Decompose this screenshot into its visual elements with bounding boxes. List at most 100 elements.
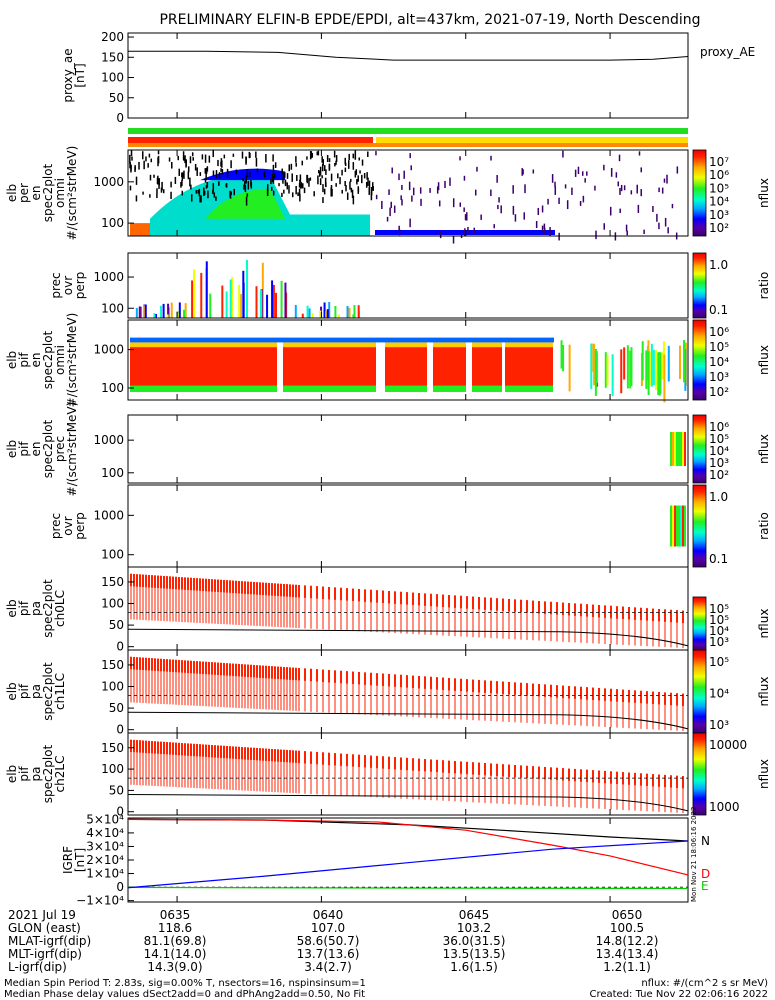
loss-cone-line <box>127 711 689 730</box>
spectrogram-cell <box>532 342 535 348</box>
spectrogram-cell <box>389 207 391 217</box>
spectrogram-cell <box>262 342 265 348</box>
spectrogram-cell <box>397 342 400 348</box>
spectrogram-cell <box>184 385 187 392</box>
spectrogram-cell <box>229 580 231 625</box>
spectrogram-cell <box>493 385 496 392</box>
spectrogram-cell <box>136 385 139 392</box>
spectrogram-cell <box>460 346 463 387</box>
spectrogram-cell <box>298 342 301 348</box>
colorbar-label: ratio <box>757 512 771 540</box>
spectrogram-cell <box>214 346 217 387</box>
spectrogram-cell <box>241 581 243 626</box>
spectrogram-cell <box>151 575 153 621</box>
spectrogram-cell <box>265 342 268 348</box>
spectrogram-cell <box>265 154 267 163</box>
spectrogram-cell <box>564 184 567 189</box>
spectrogram-cell <box>247 747 249 791</box>
spectrogram-cell <box>199 342 202 348</box>
colorbar-tick-label: 10⁵ <box>709 181 729 195</box>
spectrogram-cell <box>229 663 231 708</box>
spectrogram-cell <box>604 605 606 644</box>
spectrogram-cell <box>268 385 271 392</box>
spectrogram-cell <box>400 195 402 201</box>
spectrogram-cell <box>262 346 265 387</box>
spectrogram-cell <box>172 742 174 787</box>
spectrogram-cell <box>311 153 314 158</box>
spectrogram-cell <box>271 174 274 183</box>
spectrogram-cell <box>487 385 490 392</box>
spectrogram-cell <box>157 157 159 167</box>
spectrogram-cell <box>493 346 496 387</box>
y-axis-label: #/(scm²strMeV) <box>65 313 79 408</box>
spectrogram-cell <box>322 586 324 630</box>
spectrogram-cell <box>163 346 166 387</box>
spectrogram-cell <box>680 432 682 466</box>
spectrogram-cell <box>335 160 337 165</box>
y-axis-label: spec2plot <box>41 662 55 721</box>
spectrogram-cell <box>184 303 187 318</box>
spectrogram-cell <box>574 603 576 643</box>
spectrogram-cell <box>541 342 544 348</box>
spectrogram-cell <box>358 342 361 348</box>
panel-frame <box>127 32 689 119</box>
colorbar-tick-label: 0.1 <box>709 303 728 317</box>
spectrogram-cell <box>295 342 298 348</box>
spectrogram-cell <box>481 346 484 387</box>
spectrogram-cell <box>262 582 264 627</box>
spectrogram-cell <box>400 346 403 387</box>
spectrogram-cell <box>508 346 511 387</box>
spectrogram-cell <box>550 385 553 392</box>
spectrogram-cell <box>412 385 415 392</box>
spectrogram-cell <box>478 679 480 721</box>
spectrogram-cell <box>364 346 367 387</box>
spectrogram-cell <box>265 748 267 792</box>
spectrogram-cell <box>147 163 149 168</box>
spectrogram-cell <box>364 672 366 715</box>
spectrogram-cell <box>157 342 160 348</box>
spectrogram-cell <box>657 352 660 395</box>
spectrogram-cell <box>451 342 454 348</box>
spectrogram-cell <box>256 168 259 173</box>
spectrogram-cell <box>250 342 253 348</box>
spectrogram-cell <box>626 230 628 236</box>
spectrogram-cell <box>664 774 666 813</box>
spectrogram-cell <box>142 740 144 786</box>
y-axis-label: spec2plot <box>41 330 55 389</box>
spectrogram-cell <box>316 586 318 630</box>
spectrogram-cell <box>268 346 271 387</box>
spectrogram-cell <box>452 198 455 208</box>
chart-title: PRELIMINARY ELFIN-B EPDE/EPDI, alt=437km… <box>159 12 700 28</box>
spectrogram-cell <box>139 346 142 387</box>
spectrogram-cell <box>238 580 240 625</box>
spectrogram-cell <box>640 167 643 173</box>
spectrogram-cell <box>640 607 642 646</box>
spectrogram-cell <box>370 589 372 632</box>
spectrogram-cell <box>217 579 219 624</box>
spectrogram-cell <box>271 346 274 387</box>
spectrogram-cell <box>532 683 534 724</box>
spectrogram-cell <box>490 346 493 387</box>
spectrogram-cell <box>520 599 522 640</box>
y-axis-label: elb <box>5 599 19 617</box>
spectrogram-cell <box>676 693 678 731</box>
spectrogram-cell <box>157 385 160 392</box>
spectrogram-cell <box>421 385 424 392</box>
spectrogram-cell <box>325 310 328 318</box>
spectrogram-cell <box>490 597 492 639</box>
spectrogram-cell <box>214 385 217 392</box>
spectrogram-cell <box>301 342 304 348</box>
spectrogram-cell <box>652 349 655 386</box>
spectrogram-cell <box>204 178 207 183</box>
spectrogram-cell <box>466 596 468 637</box>
spectrogram-cell <box>451 346 454 387</box>
spectrogram-cell <box>594 185 596 191</box>
spectrogram-cell <box>289 342 292 348</box>
colorbar-tick-label: 10³ <box>709 635 729 649</box>
spectrogram-cell <box>229 346 232 387</box>
spectrogram-cell <box>317 175 319 185</box>
spectrogram-cell <box>472 762 474 803</box>
spectrogram-cell <box>403 342 406 348</box>
spectrogram-cell <box>212 189 214 194</box>
spectrogram-cell <box>622 606 624 645</box>
